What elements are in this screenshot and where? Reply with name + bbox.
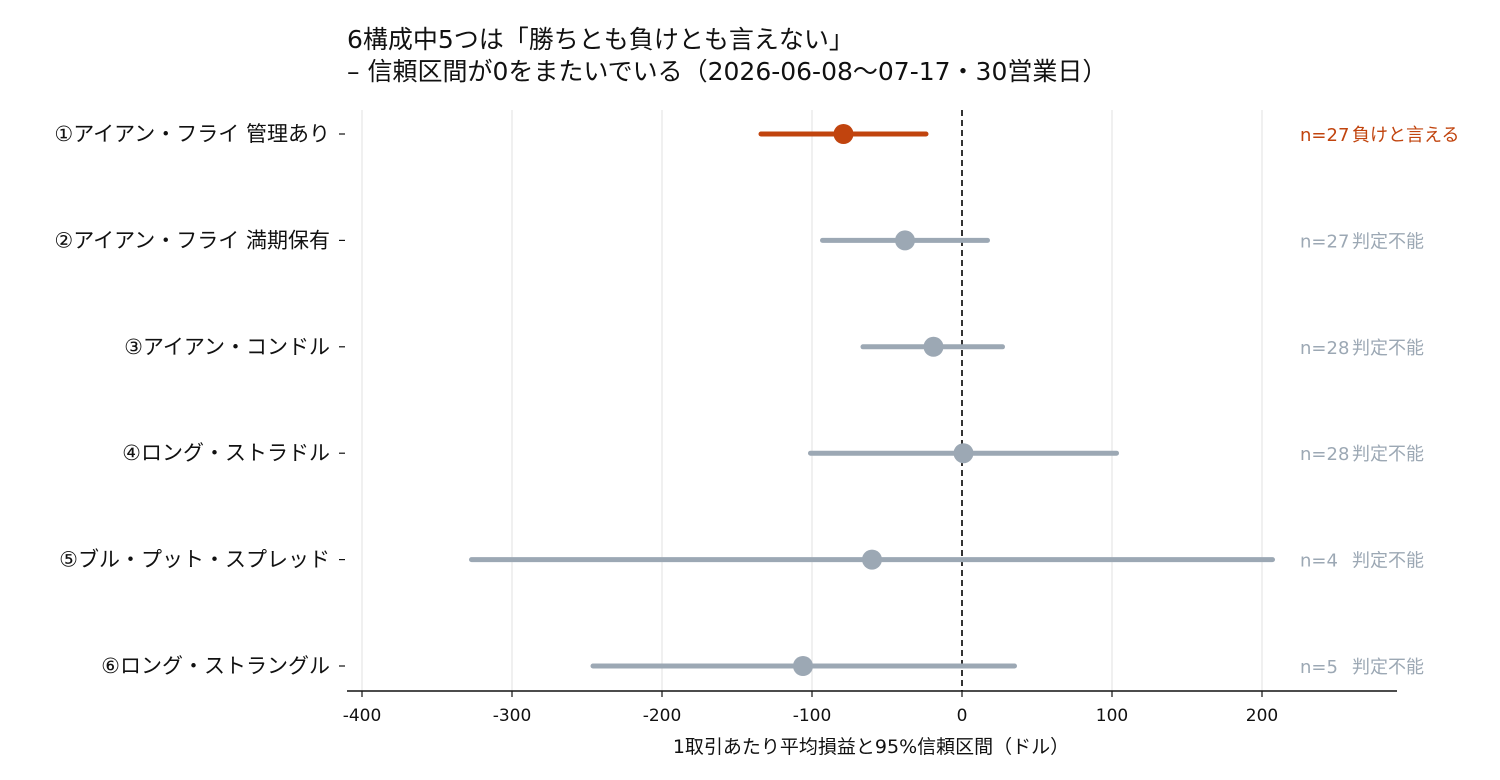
estimate-row: ⑥ロング・ストラングル n=5 判定不能 bbox=[101, 654, 1424, 678]
chart-title: 6構成中5つは「勝ちとも負けとも言えない」 – 信頼区間が0をまたいでいる（20… bbox=[347, 25, 1107, 86]
sample-size-label: n=4 bbox=[1300, 551, 1338, 572]
x-tick-label: -100 bbox=[793, 706, 832, 726]
category-label: ③アイアン・コンドル bbox=[124, 335, 330, 359]
estimate-row: ②アイアン・フライ 満期保有 n=27 判定不能 bbox=[54, 228, 1424, 252]
mean-point bbox=[833, 124, 854, 144]
estimate-row: ⑤ブル・プット・スプレッド n=4 判定不能 bbox=[59, 548, 1424, 572]
mean-point bbox=[793, 656, 813, 676]
verdict-label: 判定不能 bbox=[1352, 657, 1424, 678]
mean-point bbox=[862, 549, 882, 570]
sample-size-label: n=27 bbox=[1300, 125, 1349, 146]
mean-point bbox=[923, 336, 944, 357]
verdict-label: 判定不能 bbox=[1352, 444, 1424, 465]
estimate-row: ①アイアン・フライ 管理あり n=27 負けと言える bbox=[54, 122, 1459, 146]
category-label: ②アイアン・フライ 満期保有 bbox=[54, 228, 330, 252]
x-tick-label: 200 bbox=[1246, 706, 1278, 726]
category-label: ①アイアン・フライ 管理あり bbox=[54, 122, 330, 146]
x-tick-label: 0 bbox=[957, 706, 968, 726]
chart-title-line-2: – 信頼区間が0をまたいでいる（2026-06-08～07-17・30営業日） bbox=[347, 57, 1107, 86]
x-tick-label: 100 bbox=[1096, 706, 1128, 726]
chart-title-line-1: 6構成中5つは「勝ちとも負けとも言えない」 bbox=[347, 25, 854, 54]
axes: -400 -300 -200 -100 0 100 200 bbox=[343, 690, 1397, 726]
sample-size-label: n=5 bbox=[1300, 657, 1338, 678]
verdict-label: 判定不能 bbox=[1352, 231, 1424, 252]
gridlines bbox=[361, 110, 1263, 691]
verdict-label: 判定不能 bbox=[1352, 338, 1424, 359]
x-tick-label: -400 bbox=[343, 706, 382, 726]
estimate-row: ③アイアン・コンドル n=28 判定不能 bbox=[124, 335, 1424, 359]
mean-point bbox=[895, 230, 915, 251]
verdict-label: 判定不能 bbox=[1352, 551, 1424, 572]
category-label: ⑥ロング・ストラングル bbox=[101, 654, 330, 678]
sample-size-label: n=27 bbox=[1300, 231, 1349, 252]
x-tick-label: -300 bbox=[493, 706, 532, 726]
category-label: ⑤ブル・プット・スプレッド bbox=[59, 548, 330, 572]
x-tick-label: -200 bbox=[643, 706, 682, 726]
sample-size-label: n=28 bbox=[1300, 444, 1349, 465]
mean-point bbox=[953, 443, 974, 464]
estimate-row: ④ロング・ストラドル n=28 判定不能 bbox=[122, 441, 1424, 465]
category-label: ④ロング・ストラドル bbox=[122, 441, 330, 465]
sample-size-label: n=28 bbox=[1300, 338, 1349, 359]
verdict-label: 負けと言える bbox=[1352, 125, 1459, 146]
x-axis-label: 1取引あたり平均損益と95%信頼区間（ドル） bbox=[673, 736, 1069, 758]
